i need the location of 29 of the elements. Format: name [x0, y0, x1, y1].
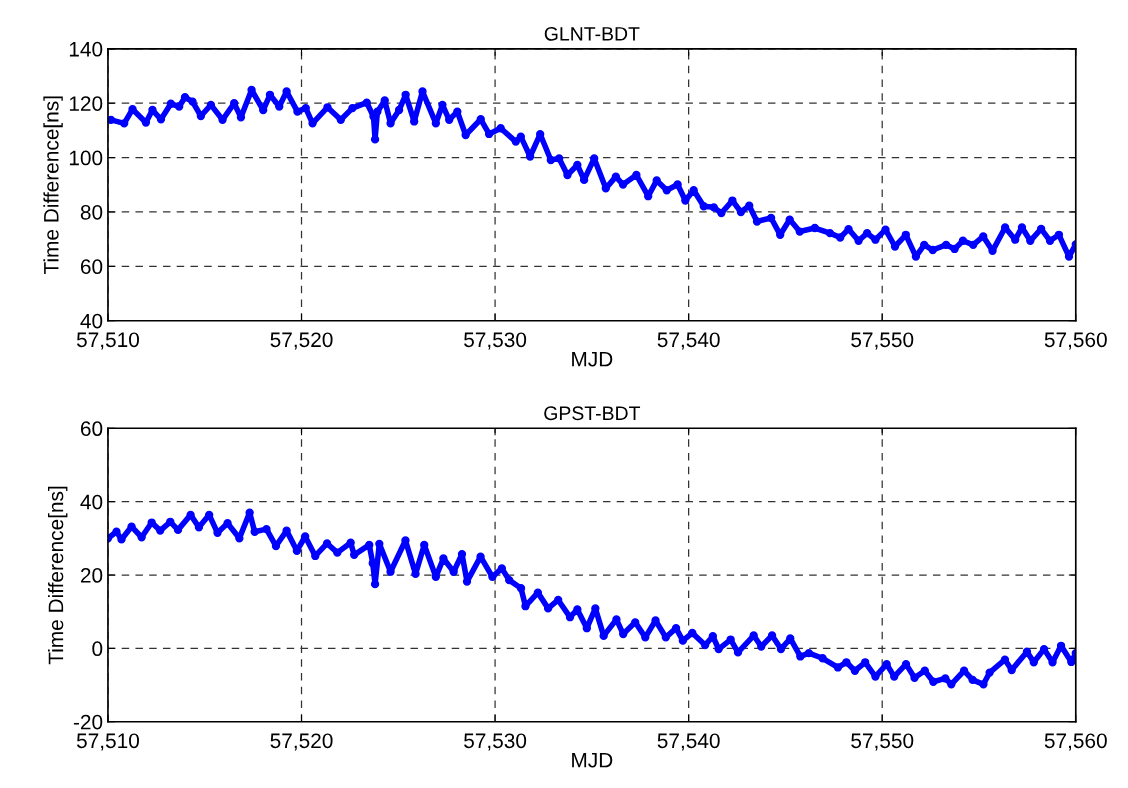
y-tick-label: 60 [80, 259, 103, 275]
y-tick-label: -20 [73, 714, 103, 730]
x-tick-label: 57,510 [76, 332, 139, 350]
x-tick-label: 57,520 [270, 332, 333, 350]
y-tick-label: 40 [80, 494, 103, 510]
x-tick-label: 57,550 [851, 332, 914, 350]
x-tick-label: 57,560 [1044, 733, 1107, 751]
x-tick-label: 57,510 [76, 733, 139, 751]
x-tick-label: 57,530 [464, 332, 527, 350]
y-tick-label: 0 [92, 641, 103, 657]
y-tick-label: 80 [80, 204, 103, 220]
x-axis-title: MJD [572, 352, 613, 367]
x-tick-label: 57,520 [270, 733, 333, 751]
x-axis-title: MJD [572, 753, 613, 768]
x-tick-label: 57,530 [464, 733, 527, 751]
y-axis-title: Time Difference[ns] [43, 96, 63, 275]
chart-title: GPST-BDT [544, 406, 641, 421]
y-axis-title: Time Difference[ns] [48, 486, 68, 665]
x-tick-label: 57,560 [1044, 332, 1107, 350]
y-tick-label: 40 [80, 313, 103, 329]
x-tick-label: 57,540 [657, 733, 720, 751]
y-tick-label: 120 [69, 96, 103, 111]
x-tick-label: 57,550 [851, 733, 914, 751]
y-tick-label: 100 [69, 150, 103, 166]
chart-title: GLNT-BDT [544, 26, 640, 41]
y-tick-label: 20 [80, 568, 103, 583]
y-tick-label: 140 [69, 41, 103, 57]
x-tick-label: 57,540 [657, 332, 720, 350]
y-tick-label: 60 [80, 421, 103, 437]
